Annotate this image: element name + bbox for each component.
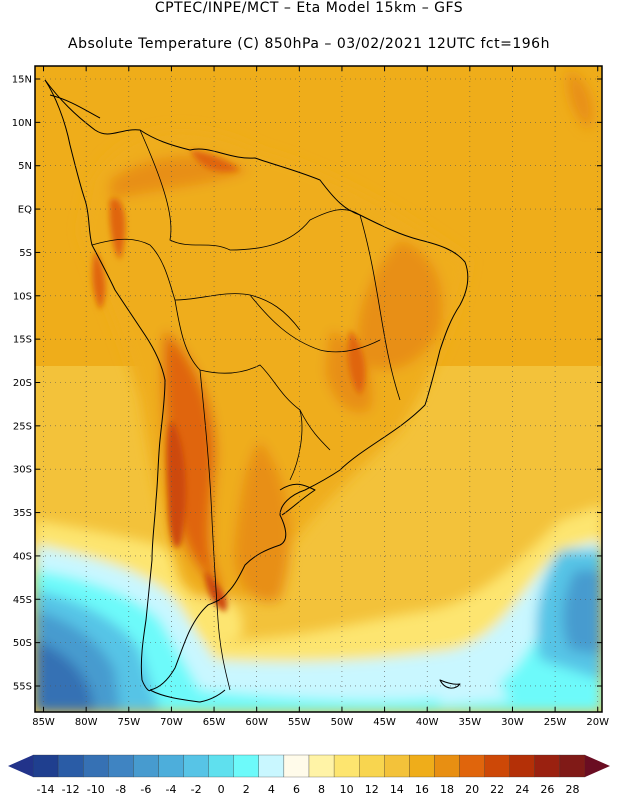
lon-label: 70W: [160, 717, 183, 728]
colorbar-cell: [333, 754, 360, 778]
colorbar-cell: [183, 754, 209, 778]
colorbar-cell: [133, 754, 159, 778]
lon-label: 45W: [373, 717, 396, 728]
colorbar-cells: [32, 754, 586, 778]
colorbar-cell: [359, 754, 385, 778]
lon-label: 50W: [331, 717, 354, 728]
lat-label: 15N: [12, 75, 32, 86]
colorbar-label: 4: [268, 783, 275, 796]
colorbar-under-arrow: [8, 755, 33, 777]
lat-label: 35S: [13, 508, 32, 519]
border-states: [359, 214, 401, 401]
border-north: [139, 129, 361, 251]
colorbar-over-arrow: [585, 755, 610, 777]
lon-label: 55W: [288, 717, 311, 728]
colorbar-label: -6: [140, 783, 151, 796]
colorbar-label: 20: [465, 783, 479, 796]
border-paraguay-argentina: [289, 409, 303, 481]
lat-label: 15S: [13, 335, 32, 346]
lon-label: 25W: [544, 717, 567, 728]
colorbar-label: 0: [218, 783, 225, 796]
lat-label: 5N: [18, 161, 32, 172]
tierra-del-fuego: [149, 689, 226, 703]
border-bolivia: [174, 299, 331, 451]
lat-label: 50S: [13, 638, 32, 649]
lat-label: 40S: [13, 551, 32, 562]
colorbar-label: 18: [440, 783, 454, 796]
atlantic-coast: [44, 79, 469, 691]
colorbar-cell: [534, 754, 561, 778]
colorbar-label: 16: [415, 783, 429, 796]
colorbar-label: -10: [87, 783, 105, 796]
colorbar-label: -8: [115, 783, 126, 796]
lat-label: 30S: [13, 465, 32, 476]
colorbar-labels: -14 -12 -10 -8 -6 -4 -2 0 2 4 6 8 10 12 14 16 18 20 22 24 26…: [37, 783, 580, 796]
lon-label: 35W: [459, 717, 482, 728]
colorbar-cell: [509, 754, 535, 778]
lon-label: 30W: [501, 717, 524, 728]
colorbar-cell: [208, 754, 234, 778]
colorbar-cell: [459, 754, 485, 778]
colorbar-cell: [484, 754, 510, 778]
lon-label: 75W: [117, 717, 140, 728]
colorbar-cell: [409, 754, 435, 778]
country-borders: [91, 129, 401, 691]
colorbar-cell: [283, 754, 310, 778]
lat-label: 5S: [19, 248, 32, 259]
colorbar-label: 28: [565, 783, 579, 796]
colorbar-cell: [384, 754, 410, 778]
colorbar-cell: [57, 754, 84, 778]
colorbar-cell: [258, 754, 285, 778]
longitude-axis: 85W 80W 75W 70W 65W 60W 55W 50W 45W 40W 35W 30W 25W 2…: [32, 66, 609, 728]
colorbar-cell: [434, 754, 460, 778]
lat-label: 20S: [13, 378, 32, 389]
colorbar-label: -14: [37, 783, 55, 796]
lat-label: 55S: [13, 681, 32, 692]
lat-label: 10S: [13, 291, 32, 302]
colorbar-label: 24: [515, 783, 529, 796]
colorbar-cell: [158, 754, 184, 778]
temperature-field: [35, 66, 602, 712]
lon-label: 80W: [75, 717, 98, 728]
colorbar-label: 8: [318, 783, 325, 796]
colorbar-label: -12: [62, 783, 80, 796]
border-interior: [249, 294, 381, 353]
lat-label: 10N: [12, 118, 32, 129]
lon-label: 65W: [203, 717, 226, 728]
colorbar-label: 12: [365, 783, 379, 796]
rio-de-la-plata: [279, 483, 316, 516]
map-frame: [34, 65, 603, 713]
colorbar-cell: [559, 754, 586, 778]
colorbar-label: 10: [340, 783, 354, 796]
lon-label: 85W: [32, 717, 55, 728]
lat-label: 45S: [13, 595, 32, 606]
latitude-axis: 15N 10N 5N EQ 5S 10S 15S 20S 25S 30S 35S 40S 45S 50S 5…: [12, 75, 602, 692]
lat-label: EQ: [18, 205, 32, 216]
colorbar-cell: [233, 754, 259, 778]
title-line-1: CPTEC/INPE/MCT – Eta Model 15km – GFS: [154, 0, 464, 16]
colorbar-label: 22: [490, 783, 504, 796]
colorbar-label: 14: [390, 783, 404, 796]
pacific-coast: [44, 79, 166, 692]
colorbar-label: -4: [166, 783, 177, 796]
lon-label: 20W: [586, 717, 609, 728]
colorbar-label: 2: [243, 783, 250, 796]
title-line-2: Absolute Temperature (C) 850hPa – 03/02/…: [68, 36, 550, 52]
colorbar-cell: [308, 754, 335, 778]
colorbar-cell: [83, 754, 109, 778]
border-chile-argentina: [199, 369, 231, 691]
lon-label: 60W: [245, 717, 268, 728]
lat-label: 25S: [13, 421, 32, 432]
central-america: [49, 94, 101, 119]
colorbar-label: 6: [293, 783, 300, 796]
colorbar-label: -2: [191, 783, 202, 796]
field-hot-spots: [92, 150, 366, 612]
coastlines: [44, 79, 469, 703]
colorbar-cell: [108, 754, 134, 778]
colorbar-label: 26: [540, 783, 554, 796]
colorbar-cell: [32, 754, 59, 778]
lon-label: 40W: [416, 717, 439, 728]
